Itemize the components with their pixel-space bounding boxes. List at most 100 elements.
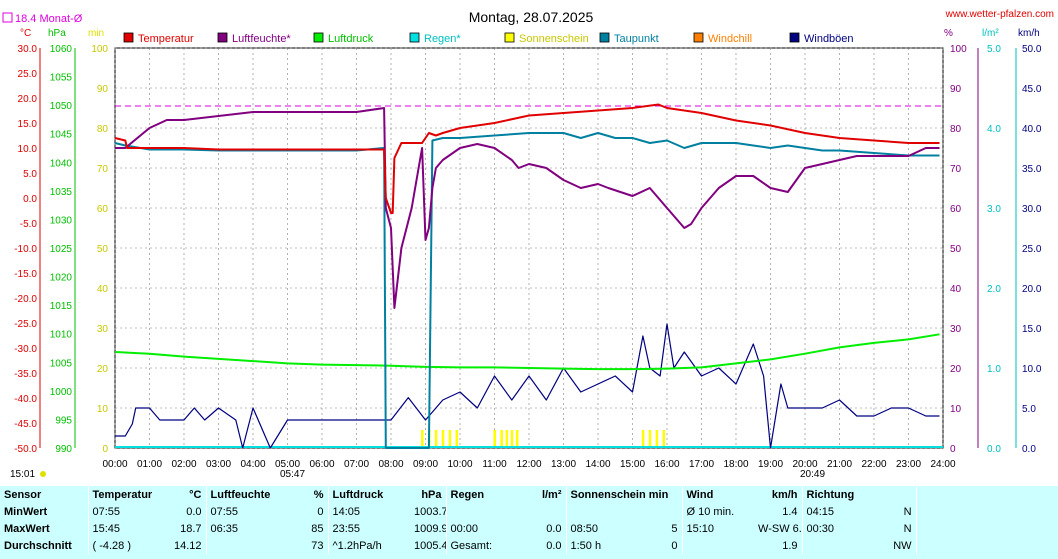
x-tick-label: 17:00 <box>689 459 714 470</box>
sunshine-bar <box>510 430 514 448</box>
pressure-line <box>114 333 940 371</box>
temp-tick-label: -20.0 <box>14 294 37 305</box>
wind-val: 1.4 <box>782 505 798 518</box>
gust-line <box>115 323 940 449</box>
temp-tick-label: -15.0 <box>14 269 37 280</box>
legend-label: Sonnenschein <box>519 33 589 45</box>
x-tick-label: 21:00 <box>827 459 852 470</box>
legend-label: Temperatur <box>138 33 194 45</box>
sun-val: 5 <box>671 522 678 535</box>
pressure-tick-label: 1000 <box>50 387 73 398</box>
temp-val: 0.0 <box>186 505 202 518</box>
x-tick-label: 11:00 <box>482 459 507 470</box>
rain-tick-label: 4.0 <box>987 124 1001 135</box>
wind-unit-label: km/h <box>1018 28 1040 39</box>
press-time: 23:55 <box>327 520 410 537</box>
x-tick-label: 15:00 <box>620 459 645 470</box>
wind-val: 1.9 <box>782 539 798 552</box>
humidity-tick-label: 100 <box>950 44 967 55</box>
legend-swatch <box>217 32 228 43</box>
legend-swatch <box>789 32 800 43</box>
wind-tick-label: 20.0 <box>1022 284 1042 295</box>
legend-swatch <box>123 32 134 43</box>
rain-tick-label: 5.0 <box>987 44 1001 55</box>
hum-time <box>205 537 286 554</box>
temp-tick-label: 10.0 <box>18 144 38 155</box>
rain-val: 0.0 <box>546 539 562 552</box>
stats-header-row: Sensor Temperatur °C Luftfeuchte % Luftd… <box>0 486 1058 503</box>
rain-tick-label: 0.0 <box>987 444 1001 455</box>
sunshine-bar <box>662 430 666 448</box>
daylength-label: 15:01 <box>10 469 35 480</box>
x-tick-label: 22:00 <box>861 459 886 470</box>
month-avg-swatch <box>2 12 13 23</box>
rain-tick-label: 1.0 <box>987 364 1001 375</box>
temp-tick-label: -30.0 <box>14 344 37 355</box>
pressure-tick-label: 995 <box>55 415 72 426</box>
press-time: 14:05 <box>327 503 410 520</box>
humidity-line <box>115 107 940 309</box>
sunshine-bar <box>655 430 659 448</box>
x-tick-label: 19:00 <box>758 459 783 470</box>
humidity-tick-label: 70 <box>950 164 962 175</box>
temperature-line <box>114 103 940 214</box>
hum-time: 06:35 <box>205 520 286 537</box>
humidity-tick-label: 60 <box>950 204 962 215</box>
legend-label: Taupunkt <box>614 33 659 45</box>
legend-label: Windchill <box>708 33 752 45</box>
temp-time: 15:45 <box>87 520 158 537</box>
humidity-tick-label: 20 <box>950 364 962 375</box>
x-tick-label: 12:00 <box>516 459 541 470</box>
temp-val: 14.12 <box>173 539 202 552</box>
temp-tick-label: 0.0 <box>23 194 37 205</box>
x-tick-label: 16:00 <box>654 459 679 470</box>
legend-swatch <box>409 32 420 43</box>
x-tick-label: 24:00 <box>930 459 955 470</box>
x-tick-label: 07:00 <box>344 459 369 470</box>
legend-label: Luftdruck <box>328 33 374 45</box>
pressure-tick-label: 990 <box>55 444 72 455</box>
row-label: MinWert <box>4 505 48 518</box>
pressure-tick-label: 1060 <box>50 44 73 55</box>
x-tick-label: 00:00 <box>102 459 127 470</box>
sunshine-bar <box>421 430 424 448</box>
humidity-tick-label: 0 <box>950 444 956 455</box>
hdr-spacer <box>915 486 1058 503</box>
temp-tick-label: 20.0 <box>18 94 38 105</box>
temp-val: 18.7 <box>180 522 202 535</box>
temp-time: 07:55 <box>87 503 158 520</box>
pressure-tick-label: 1025 <box>50 244 73 255</box>
minutes-tick-label: 0 <box>102 444 108 455</box>
wind-tick-label: 5.0 <box>1022 404 1036 415</box>
temp-tick-label: -40.0 <box>14 394 37 405</box>
hdr-sensor: Sensor <box>4 488 42 501</box>
dir-time: 00:30 <box>801 520 875 537</box>
hdr-rain-unit: l/m² <box>541 488 562 501</box>
sunset-time: 20:49 <box>800 469 825 480</box>
hdr-press: Luftdruck <box>327 486 410 503</box>
hdr-hum-unit: % <box>313 488 324 501</box>
x-tick-label: 14:00 <box>585 459 610 470</box>
temp-tick-label: 5.0 <box>23 169 37 180</box>
row-spacer <box>915 537 1058 554</box>
legend-label: Luftfeuchte* <box>232 33 291 45</box>
site-link[interactable]: www.wetter-pfalzen.com <box>945 9 1054 20</box>
pressure-unit-label: hPa <box>48 28 66 39</box>
wind-time <box>681 537 755 554</box>
chart-title: Montag, 28.07.2025 <box>469 9 594 25</box>
chart-grid <box>114 47 944 449</box>
x-tick-label: 08:00 <box>378 459 403 470</box>
stats-row-max: MaxWert 15:45 18.7 06:35 85 23:55 1009.9… <box>0 520 1058 537</box>
row-label: MaxWert <box>4 522 50 535</box>
minutes-tick-label: 10 <box>97 404 109 415</box>
press-val: 1009.9 <box>414 522 446 535</box>
sun-icon <box>40 471 46 477</box>
x-tick-label: 05:00 <box>275 459 300 470</box>
stats-panel: Sensor Temperatur °C Luftfeuchte % Luftd… <box>0 486 1058 559</box>
dir-val: N <box>903 522 912 535</box>
x-tick-label: 18:00 <box>723 459 748 470</box>
x-tick-label: 23:00 <box>896 459 921 470</box>
humidity-tick-label: 50 <box>950 244 962 255</box>
x-tick-label: 02:00 <box>171 459 196 470</box>
sunrise-time: 05:47 <box>280 469 305 480</box>
